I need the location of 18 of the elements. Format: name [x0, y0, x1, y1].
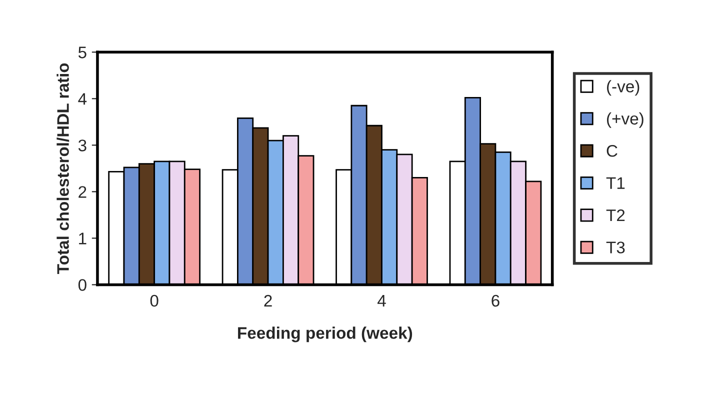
x-tick-label: 0 [150, 294, 158, 307]
x-tick-label: 2 [264, 294, 272, 307]
y-tick-label: 1 [79, 232, 86, 244]
y-tick-label: 0 [78, 279, 86, 291]
y-tick-label: 5 [78, 46, 86, 58]
y-tick-label: 2 [78, 186, 86, 198]
legend-label: C [606, 144, 618, 157]
x-axis-title: Feeding period (week) [238, 326, 412, 342]
x-tick-label: 4 [378, 295, 386, 307]
y-tick-label: 3 [78, 140, 86, 152]
x-tick-label: 6 [492, 294, 500, 307]
legend-label: T3 [606, 242, 625, 254]
legend-label: (+ve) [607, 112, 644, 128]
y-tick-label: 4 [78, 93, 87, 105]
legend-label: T1 [606, 177, 625, 189]
legend-label: T2 [606, 209, 625, 222]
legend-label: (-ve) [607, 80, 640, 96]
y-axis-title: Total cholesterol/HDL ratio [56, 63, 70, 274]
